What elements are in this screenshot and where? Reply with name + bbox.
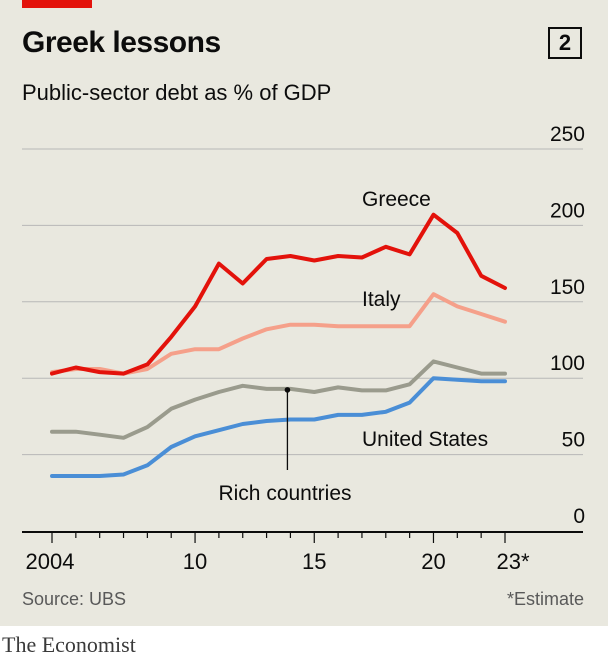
y-tick-label: 250 (550, 123, 585, 146)
x-tick-label: 20 (421, 549, 445, 574)
series-line-united-states (50, 376, 507, 478)
y-tick-label: 50 (562, 429, 585, 452)
series-labels: Greece Italy Rich countries United States (218, 188, 488, 505)
x-tick-label: 15 (302, 549, 326, 574)
x-axis: 2004 10 15 20 23* (22, 531, 583, 574)
series-label-greece: Greece (362, 188, 431, 211)
x-tick-label: 23* (496, 549, 529, 574)
y-tick-label: 150 (550, 276, 585, 299)
brand-logo: The Economist (2, 632, 136, 657)
series-line-rich-countries (50, 359, 507, 440)
gridlines (22, 148, 583, 456)
rich-countries-leader-dot (284, 387, 291, 393)
chart-panel (0, 0, 608, 626)
chart-title: Greek lessons (22, 26, 221, 59)
footnote: *Estimate (506, 589, 584, 609)
x-tick-label: 2004 (26, 549, 75, 574)
series-label-united-states: United States (362, 428, 488, 451)
y-tick-labels: 0 50 100 150 200 250 (550, 123, 585, 528)
series-lines (50, 212, 507, 478)
accent-tab (22, 0, 92, 8)
series-label-italy: Italy (362, 288, 401, 311)
source-note: Source: UBS (22, 589, 127, 609)
y-tick-label: 100 (550, 352, 585, 375)
chart-subtitle: Public-sector debt as % of GDP (22, 80, 332, 105)
y-tick-label: 0 (573, 505, 585, 528)
chart-number-badge: 2 (548, 27, 582, 59)
line-chart: 0 50 100 150 200 250 2004 10 15 20 23* Greece Ital… (22, 123, 585, 574)
series-label-rich-countries: Rich countries (218, 482, 351, 505)
x-tick-label: 10 (183, 549, 207, 574)
series-line-greece (50, 212, 507, 376)
y-tick-label: 200 (550, 199, 585, 222)
